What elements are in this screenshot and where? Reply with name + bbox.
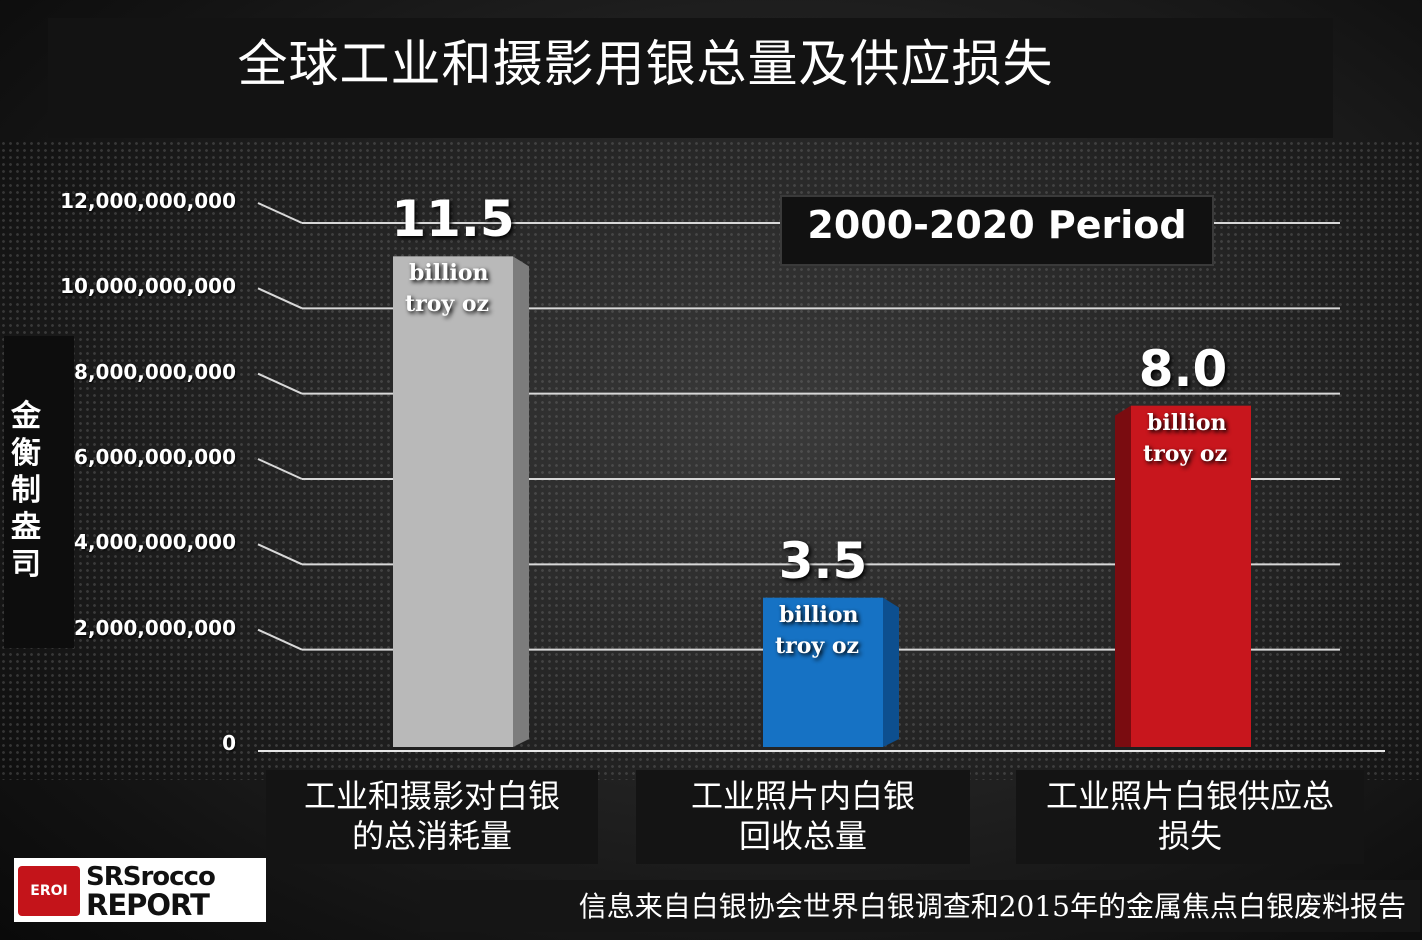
logo-text-line2: REPORT bbox=[86, 888, 210, 922]
y-tick-label: 8,000,000,000 bbox=[74, 359, 236, 384]
period-annotation: 2000-2020 Period bbox=[807, 203, 1187, 247]
y-axis-label-panel bbox=[4, 336, 74, 648]
gridline-connector bbox=[257, 458, 303, 480]
category-label-line: 回收总量 bbox=[738, 817, 867, 855]
category-label-line: 工业照片白银供应总 bbox=[1045, 777, 1334, 815]
gridline-connector bbox=[257, 628, 303, 651]
category-label: 工业和摄影对白银 的总消耗量 bbox=[266, 776, 598, 856]
y-tick-label: 0 bbox=[222, 731, 236, 755]
bar-unit-billion: billion bbox=[779, 601, 859, 628]
category-label: 工业照片内白银 回收总量 bbox=[636, 776, 970, 856]
bar-unit-label: billion troy oz bbox=[775, 600, 915, 662]
bar bbox=[763, 597, 883, 747]
y-tick-label: 2,000,000,000 bbox=[74, 615, 236, 640]
category-label-line: 工业和摄影对白银 bbox=[303, 777, 560, 815]
category-label: 工业照片白银供应总 损失 bbox=[1016, 776, 1364, 856]
period-panel bbox=[780, 195, 1214, 266]
bar-value-label: 8.0 bbox=[1138, 339, 1228, 398]
bar-unit-troy-oz: troy oz bbox=[405, 291, 490, 318]
y-axis-label: 金衡制盎司 bbox=[11, 399, 41, 582]
bar-unit-label: billion troy oz bbox=[1143, 408, 1283, 470]
bar-unit-label: billion troy oz bbox=[405, 258, 545, 320]
logo-text-line1: SRSrocco bbox=[86, 862, 216, 892]
bar-value-label: 3.5 bbox=[778, 531, 868, 590]
gridline-connector bbox=[257, 543, 303, 566]
eroi-badge: EROI bbox=[18, 866, 80, 916]
bar-value-label: 11.5 bbox=[391, 190, 515, 249]
y-tick-label: 10,000,000,000 bbox=[60, 274, 236, 299]
category-panel-3 bbox=[1016, 770, 1364, 864]
chart-title: 全球工业和摄影用银总量及供应损失 bbox=[237, 35, 1054, 93]
bar-side bbox=[883, 597, 899, 747]
category-label-line: 损失 bbox=[1157, 817, 1222, 855]
title-panel bbox=[48, 18, 1333, 138]
gridline-connector bbox=[257, 202, 303, 224]
source-panel bbox=[420, 880, 1420, 932]
category-panel-1 bbox=[266, 770, 598, 864]
bar-unit-billion: billion bbox=[1147, 409, 1227, 436]
srsrocco-logo: EROI SRSrocco REPORT bbox=[14, 858, 266, 922]
category-panel-2 bbox=[636, 770, 970, 864]
category-label-line: 工业照片内白银 bbox=[690, 777, 915, 815]
bar bbox=[1131, 405, 1251, 747]
source-note: 信息来自白银协会世界白银调查和2015年的金属焦点白银废料报告 bbox=[578, 890, 1406, 923]
y-tick-label: 4,000,000,000 bbox=[74, 530, 236, 555]
y-tick-label: 6,000,000,000 bbox=[74, 445, 236, 469]
bar-side bbox=[513, 256, 529, 747]
bar bbox=[393, 256, 513, 747]
bar-unit-troy-oz: troy oz bbox=[775, 632, 860, 659]
bar-unit-billion: billion bbox=[409, 260, 489, 287]
bar-unit-troy-oz: troy oz bbox=[1143, 440, 1228, 467]
bar-side bbox=[1115, 405, 1131, 747]
y-tick-label: 12,000,000,000 bbox=[60, 189, 236, 213]
gridline-connector bbox=[257, 287, 303, 310]
gridline-connector bbox=[257, 372, 303, 395]
category-label-line: 的总消耗量 bbox=[351, 817, 512, 855]
